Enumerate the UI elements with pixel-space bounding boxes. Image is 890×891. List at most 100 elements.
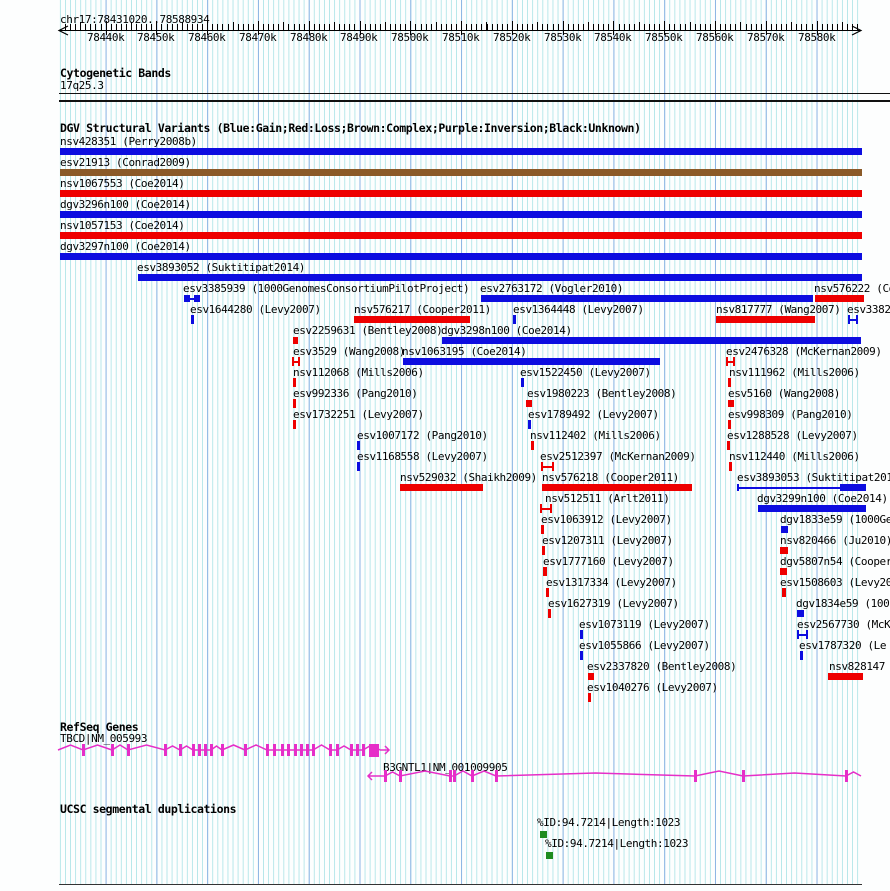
variant-glyph[interactable]: [542, 484, 692, 491]
variant-glyph[interactable]: [60, 148, 862, 155]
ruler-tick[interactable]: [121, 24, 122, 30]
ruler-tick[interactable]: [339, 24, 340, 30]
ruler-tick[interactable]: [451, 24, 452, 30]
ruler-tick[interactable]: [456, 24, 457, 30]
variant-glyph[interactable]: [781, 526, 788, 533]
ruler-tick[interactable]: [141, 24, 142, 30]
variant-glyph[interactable]: [541, 466, 554, 468]
ruler-tick[interactable]: [101, 24, 102, 30]
ruler-tick[interactable]: [370, 24, 371, 30]
variant-glyph[interactable]: [797, 610, 804, 617]
variant-glyph[interactable]: [848, 319, 858, 321]
ruler-tick[interactable]: [487, 24, 488, 30]
variant-glyph[interactable]: [580, 630, 583, 639]
ruler-tick[interactable]: [801, 24, 802, 30]
variant-glyph[interactable]: [737, 487, 840, 489]
ruler-tick[interactable]: [715, 21, 716, 35]
ruler-tick[interactable]: [832, 24, 833, 30]
variant-glyph[interactable]: [728, 400, 734, 407]
ruler-tick[interactable]: [65, 24, 66, 30]
ruler-tick[interactable]: [476, 24, 477, 30]
ruler-tick[interactable]: [857, 24, 858, 30]
variant-glyph[interactable]: [588, 693, 591, 702]
ruler-tick[interactable]: [578, 24, 579, 30]
ruler-tick[interactable]: [304, 24, 305, 30]
variant-glyph[interactable]: [513, 315, 516, 324]
ruler-tick[interactable]: [680, 24, 681, 30]
ruler-tick[interactable]: [786, 24, 787, 30]
ruler-tick[interactable]: [517, 24, 518, 30]
ruler-tick[interactable]: [685, 24, 686, 30]
ruler-tick[interactable]: [324, 24, 325, 30]
ruler-tick[interactable]: [553, 24, 554, 30]
variant-glyph[interactable]: [780, 547, 788, 554]
ruler-tick[interactable]: [634, 24, 635, 30]
ruler-tick[interactable]: [649, 24, 650, 30]
variant-glyph[interactable]: [60, 253, 862, 260]
ruler-tick[interactable]: [700, 24, 701, 30]
ruler-tick[interactable]: [522, 24, 523, 30]
ruler-tick[interactable]: [695, 24, 696, 30]
ruler-tick[interactable]: [187, 24, 188, 30]
ruler-tick[interactable]: [639, 22, 640, 30]
ruler-tick[interactable]: [217, 24, 218, 30]
ruler-tick[interactable]: [502, 24, 503, 30]
ruler-tick[interactable]: [390, 24, 391, 30]
variant-glyph[interactable]: [442, 337, 861, 344]
variant-glyph[interactable]: [542, 546, 545, 555]
ruler-tick[interactable]: [558, 24, 559, 30]
ruler-tick[interactable]: [70, 24, 71, 30]
ruler-tick[interactable]: [400, 24, 401, 30]
variant-glyph[interactable]: [531, 441, 534, 450]
ruler-tick[interactable]: [385, 22, 386, 30]
ruler-tick[interactable]: [527, 24, 528, 30]
variant-glyph[interactable]: [758, 505, 866, 512]
ruler-tick[interactable]: [837, 24, 838, 30]
variant-glyph[interactable]: [60, 211, 862, 218]
variant-glyph[interactable]: [797, 634, 808, 636]
ruler-tick[interactable]: [690, 22, 691, 30]
ruler-tick[interactable]: [106, 21, 107, 35]
ruler-tick[interactable]: [283, 22, 284, 30]
ruler-tick[interactable]: [817, 21, 818, 35]
ruler-tick[interactable]: [441, 24, 442, 30]
ruler-tick[interactable]: [319, 24, 320, 30]
variant-glyph[interactable]: [540, 508, 552, 510]
variant-glyph[interactable]: [403, 358, 660, 365]
ruler-tick[interactable]: [471, 24, 472, 30]
ruler-tick[interactable]: [365, 24, 366, 30]
ruler-tick[interactable]: [90, 24, 91, 30]
ruler-tick[interactable]: [822, 24, 823, 30]
ruler-tick[interactable]: [664, 21, 665, 35]
ruler-tick[interactable]: [202, 24, 203, 30]
ruler-tick[interactable]: [95, 24, 96, 30]
variant-glyph[interactable]: [800, 651, 803, 660]
ruler-tick[interactable]: [481, 24, 482, 30]
ruler-tick[interactable]: [197, 24, 198, 30]
ruler-tick[interactable]: [710, 24, 711, 30]
ruler-tick[interactable]: [167, 24, 168, 30]
variant-glyph[interactable]: [546, 588, 549, 597]
variant-glyph[interactable]: [60, 232, 862, 239]
ruler-tick[interactable]: [263, 24, 264, 30]
ruler-tick[interactable]: [644, 24, 645, 30]
ruler-tick[interactable]: [776, 24, 777, 30]
ruler-tick[interactable]: [172, 24, 173, 30]
ruler-tick[interactable]: [608, 24, 609, 30]
ruler-tick[interactable]: [624, 24, 625, 30]
variant-glyph[interactable]: [780, 568, 787, 575]
ruler-tick[interactable]: [151, 24, 152, 30]
ruler-tick[interactable]: [177, 24, 178, 30]
ruler-tick[interactable]: [410, 21, 411, 35]
variant-glyph[interactable]: [194, 295, 200, 302]
ruler-tick[interactable]: [431, 24, 432, 30]
ruler-tick[interactable]: [766, 21, 767, 35]
ruler-tick[interactable]: [613, 21, 614, 35]
ruler-tick[interactable]: [146, 24, 147, 30]
ruler-tick[interactable]: [537, 22, 538, 30]
ruler-tick[interactable]: [781, 24, 782, 30]
variant-glyph[interactable]: [357, 462, 360, 471]
ruler-tick[interactable]: [344, 24, 345, 30]
ruler-tick[interactable]: [654, 24, 655, 30]
ruler-tick[interactable]: [751, 24, 752, 30]
